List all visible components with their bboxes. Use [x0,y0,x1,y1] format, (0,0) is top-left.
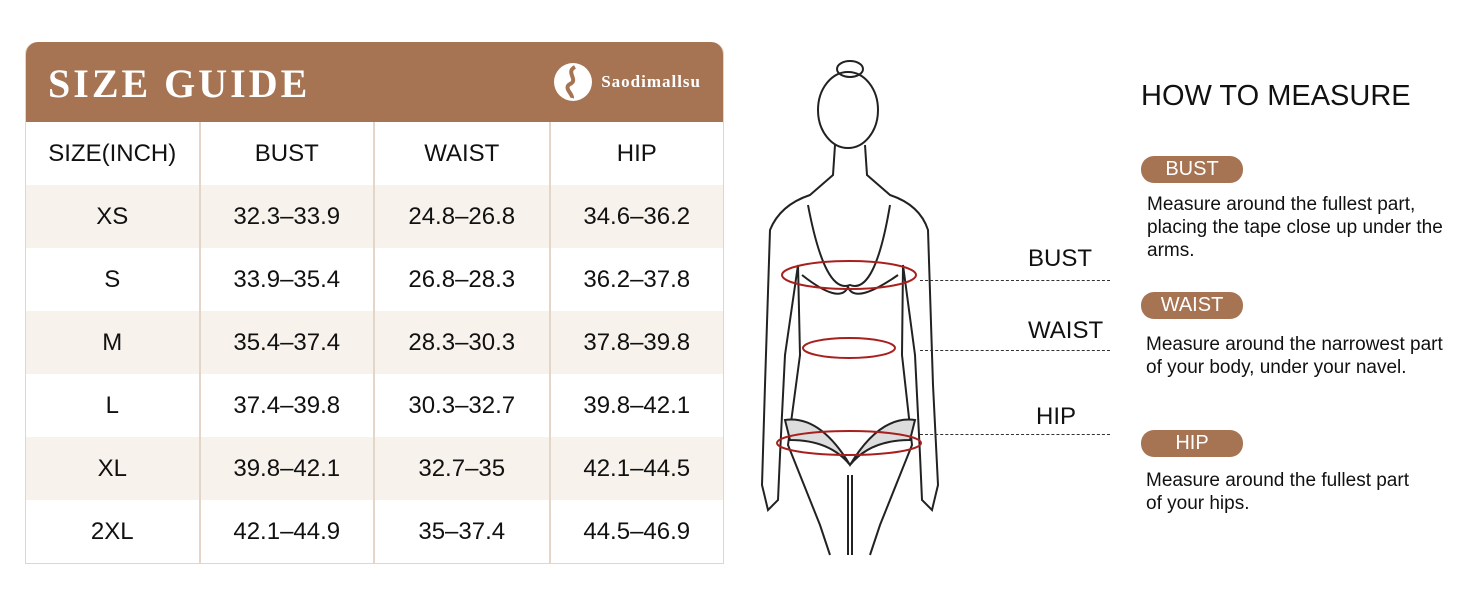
measurement-cell: 42.1–44.5 [583,454,691,482]
hip-leader-line [920,434,1110,435]
waist-leader-line [920,350,1110,351]
column-header-row: SIZE(INCH) BUST WAIST HIP [26,122,723,185]
size-cell: L [26,374,201,437]
bust-description: Measure around the fullest part, placing… [1147,194,1443,261]
how-to-measure-title: HOW TO MEASURE [1141,80,1411,112]
measurement-cell: 30.3–32.7 [375,374,551,437]
figure-label-bust: BUST [1028,245,1093,272]
measurement-cell: 37.4–39.8 [201,374,375,437]
measurement-cell: 35.4–37.4 [201,311,375,374]
brand-logo-icon [554,63,593,101]
waist-description: Measure around the narrowest part of you… [1146,334,1443,378]
measurement-cell: 37.8–39.8 [583,328,691,356]
measurement-cell: 28.3–30.3 [375,311,551,374]
measurement-cell: 36.2–37.8 [583,265,691,293]
table-row: 2XL 42.1–44.9 35–37.4 44.5–46.9 [26,500,723,563]
hip-description: Measure around the fullest part of your … [1146,470,1409,514]
measurement-cell: 42.1–44.9 [201,500,375,563]
measurement-cell: 39.8–42.1 [583,391,691,419]
figure-label-waist: WAIST [1028,317,1104,344]
measurement-cell: 35–37.4 [375,500,551,563]
figure-label-hip: HIP [1036,403,1077,430]
column-header: BUST [201,122,375,185]
size-table: SIZE GUIDE Saodimallsu SIZE(INCH) BUST W… [25,42,724,564]
size-cell: XL [26,437,201,500]
column-header: SIZE(INCH) [26,122,201,185]
column-header: HIP [616,139,657,167]
measurement-cell: 32.7–35 [375,437,551,500]
measurement-cell: 26.8–28.3 [375,248,551,311]
table-row: S 33.9–35.4 26.8–28.3 36.2–37.8 [26,248,723,311]
size-cell: 2XL [26,500,201,563]
table-row: XL 39.8–42.1 32.7–35 42.1–44.5 [26,437,723,500]
brand-logo: Saodimallsu [553,62,701,102]
bust-badge: BUST [1141,156,1243,183]
size-cell: M [26,311,201,374]
size-cell: S [26,248,201,311]
measurement-cell: 24.8–26.8 [375,185,551,248]
column-header: WAIST [375,122,551,185]
table-row: M 35.4–37.4 28.3–30.3 37.8–39.8 [26,311,723,374]
measurement-cell: 34.6–36.2 [583,202,691,230]
waist-badge: WAIST [1141,292,1243,319]
measurement-cell: 33.9–35.4 [201,248,375,311]
measurement-cell: 32.3–33.9 [201,185,375,248]
bust-leader-line [920,280,1110,281]
table-row: XS 32.3–33.9 24.8–26.8 34.6–36.2 [26,185,723,248]
size-cell: XS [26,185,201,248]
body-figure-illustration [760,60,940,556]
page-title: SIZE GUIDE [48,61,311,106]
table-header: SIZE GUIDE Saodimallsu [26,42,723,122]
hip-badge: HIP [1141,430,1243,457]
measurement-cell: 39.8–42.1 [201,437,375,500]
brand-name: Saodimallsu [601,72,701,91]
measurement-cell: 44.5–46.9 [583,517,691,545]
table-row: L 37.4–39.8 30.3–32.7 39.8–42.1 [26,374,723,437]
